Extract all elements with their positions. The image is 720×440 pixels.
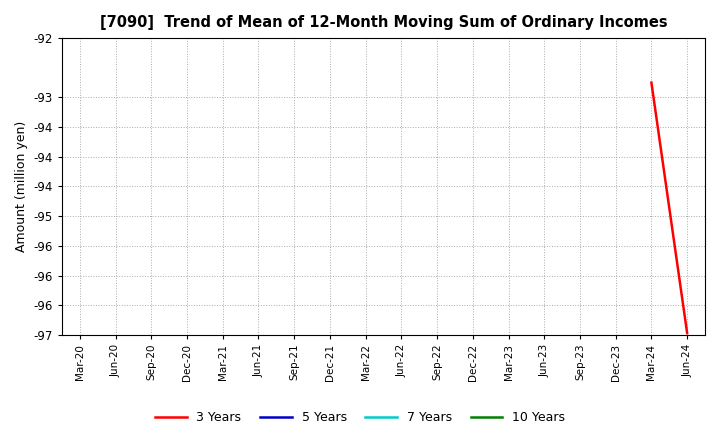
Y-axis label: Amount (million yen): Amount (million yen) <box>15 121 28 252</box>
Legend: 3 Years, 5 Years, 7 Years, 10 Years: 3 Years, 5 Years, 7 Years, 10 Years <box>150 407 570 429</box>
Title: [7090]  Trend of Mean of 12-Month Moving Sum of Ordinary Incomes: [7090] Trend of Mean of 12-Month Moving … <box>99 15 667 30</box>
